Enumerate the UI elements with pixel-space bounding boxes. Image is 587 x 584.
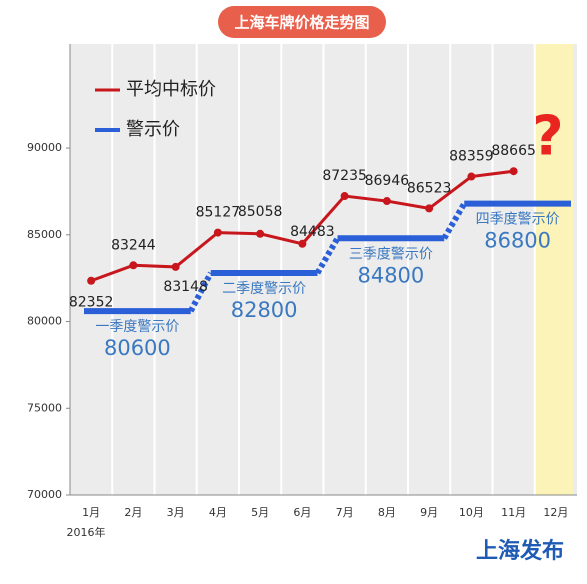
value-label: 87235 <box>322 168 367 184</box>
x-tick-label: 12月 <box>543 506 568 519</box>
title-pill <box>218 6 386 38</box>
value-label: 88359 <box>449 149 494 165</box>
x-tick-label: 5月 <box>251 506 269 519</box>
legend-label: 平均中标价 <box>126 79 216 100</box>
warning-value: 80600 <box>104 336 171 360</box>
point <box>509 167 518 176</box>
warning-value: 82800 <box>231 298 298 322</box>
value-label: 88665 <box>491 143 536 159</box>
point <box>213 228 222 237</box>
year-label: 2016年 <box>67 525 106 539</box>
y-tick-label: 80000 <box>27 315 62 328</box>
value-label: 85127 <box>196 205 241 221</box>
value-label: 86523 <box>407 180 452 196</box>
warning-label: 二季度警示价 <box>222 281 306 297</box>
point <box>87 276 96 285</box>
point <box>256 229 265 238</box>
value-label: 86946 <box>365 173 410 189</box>
point <box>382 197 391 206</box>
annotation: ? <box>532 105 563 168</box>
warning-value: 84800 <box>357 263 424 287</box>
value-label: 83148 <box>163 279 208 295</box>
y-tick-label: 70000 <box>27 488 62 501</box>
highlight-column <box>534 44 573 495</box>
y-tick-label: 90000 <box>27 141 62 154</box>
x-tick-label: 11月 <box>501 506 526 519</box>
point <box>129 261 138 270</box>
warning-connector <box>188 271 214 313</box>
x-tick-label: 3月 <box>167 506 185 519</box>
point <box>171 262 180 271</box>
point <box>340 192 349 201</box>
value-label: 84483 <box>290 224 335 240</box>
x-tick-label: 2月 <box>124 506 142 519</box>
x-tick-label: 4月 <box>209 506 227 519</box>
x-tick-label: 9月 <box>420 506 438 519</box>
point <box>298 239 307 248</box>
x-tick-label: 8月 <box>378 506 396 519</box>
warning-label: 三季度警示价 <box>349 246 433 262</box>
watermark: 上海发布 <box>476 538 564 564</box>
chart-title: 上海车牌价格走势图 <box>234 14 369 32</box>
legend-label: 警示价 <box>126 119 180 140</box>
x-tick-label: 1月 <box>82 506 100 519</box>
x-tick-label: 10月 <box>459 506 484 519</box>
y-tick-label: 85000 <box>27 228 62 241</box>
value-label: 83244 <box>111 237 156 253</box>
x-tick-label: 6月 <box>293 506 311 519</box>
warning-label: 一季度警示价 <box>95 319 179 335</box>
value-label: 85058 <box>238 204 283 220</box>
x-tick-label: 7月 <box>336 506 354 519</box>
y-tick-label: 75000 <box>27 401 62 414</box>
point <box>425 204 434 213</box>
value-label: 82352 <box>69 295 114 311</box>
point <box>467 172 476 181</box>
warning-value: 86800 <box>484 229 551 253</box>
warning-label: 四季度警示价 <box>476 212 560 228</box>
